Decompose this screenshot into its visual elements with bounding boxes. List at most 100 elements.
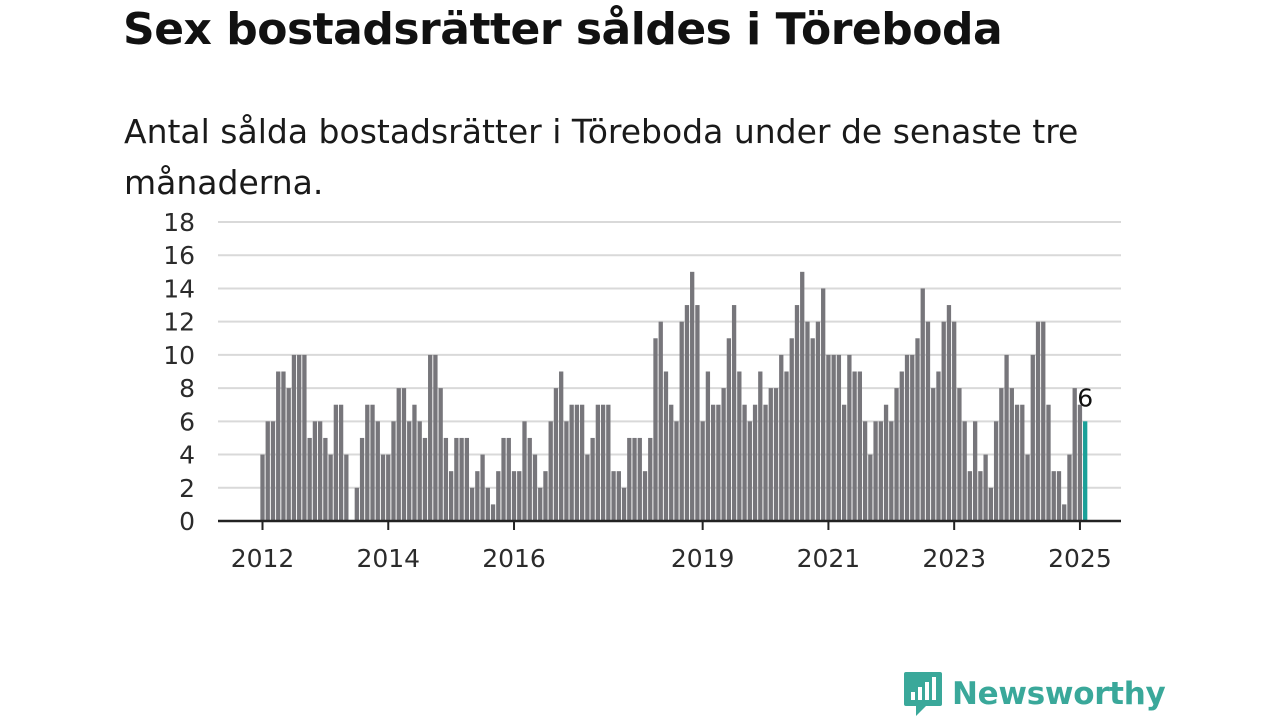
y-tick-label: 10 xyxy=(163,341,195,370)
bar xyxy=(391,421,396,521)
bar xyxy=(669,404,674,521)
bar xyxy=(438,388,443,521)
bar xyxy=(800,271,805,521)
y-tick-label: 4 xyxy=(179,441,195,470)
bar xyxy=(344,454,349,521)
bar xyxy=(684,305,690,521)
bar xyxy=(522,421,527,521)
chart-title: Sex bostadsrätter såldes i Töreboda xyxy=(123,4,1003,55)
bar xyxy=(490,504,496,521)
bar xyxy=(380,454,386,521)
bar xyxy=(894,388,899,521)
bar xyxy=(291,354,297,521)
bar xyxy=(632,437,637,521)
annotations: 6 xyxy=(1077,383,1093,412)
bar xyxy=(370,404,375,521)
bar xyxy=(359,437,365,521)
bar xyxy=(548,421,553,521)
y-tick-label: 12 xyxy=(163,308,195,337)
bar xyxy=(695,305,700,521)
bar xyxy=(354,487,359,521)
bar xyxy=(302,354,307,521)
bar xyxy=(260,454,265,521)
bar xyxy=(658,321,663,521)
newsworthy-logo-icon xyxy=(904,672,942,716)
bar xyxy=(559,371,564,521)
bar xyxy=(585,454,590,521)
bar xyxy=(564,421,569,521)
bar xyxy=(841,404,847,521)
bar xyxy=(469,487,475,521)
bar xyxy=(653,338,658,521)
bar xyxy=(511,471,517,521)
bar xyxy=(454,437,459,521)
bar xyxy=(323,437,328,521)
bar xyxy=(737,371,742,521)
bar-highlight xyxy=(1083,421,1088,521)
bar xyxy=(679,321,684,521)
bar xyxy=(899,371,904,521)
last-value-label: 6 xyxy=(1077,383,1093,412)
bar xyxy=(517,471,522,521)
bar xyxy=(690,271,695,521)
bar xyxy=(763,404,768,521)
bar xyxy=(1077,404,1083,521)
bar xyxy=(407,421,412,521)
bar xyxy=(412,404,417,521)
bar xyxy=(710,404,716,521)
bar xyxy=(590,437,595,521)
bar xyxy=(889,421,894,521)
x-axis xyxy=(218,519,1121,530)
bar xyxy=(852,371,857,521)
bar xyxy=(836,354,842,521)
bar xyxy=(506,437,511,521)
bar xyxy=(815,321,821,521)
bar xyxy=(957,388,962,521)
bar xyxy=(1020,404,1025,521)
bar xyxy=(1062,504,1067,521)
bar xyxy=(333,404,339,521)
bar xyxy=(281,371,286,521)
bar xyxy=(999,388,1004,521)
bar xyxy=(1030,354,1035,521)
bar xyxy=(307,437,312,521)
x-tick-label: 2021 xyxy=(797,544,861,573)
bar xyxy=(962,421,967,521)
bar xyxy=(328,454,333,521)
bar xyxy=(616,471,621,521)
bar xyxy=(276,371,281,521)
bar xyxy=(1041,321,1046,521)
bar xyxy=(627,437,632,521)
bar xyxy=(642,471,648,521)
bar xyxy=(532,454,538,521)
bar xyxy=(317,421,323,521)
bar xyxy=(480,454,485,521)
bar xyxy=(1072,388,1077,521)
x-axis-labels: 2012 2014 2016 2019 2021 2023 2025 xyxy=(231,544,1112,573)
bar xyxy=(967,471,973,521)
bar xyxy=(611,471,616,521)
bar xyxy=(847,354,852,521)
x-tick-label: 2016 xyxy=(482,544,546,573)
bar xyxy=(978,471,983,521)
bar xyxy=(579,404,585,521)
bar xyxy=(443,437,449,521)
bar xyxy=(752,404,758,521)
bar xyxy=(674,421,679,521)
bar xyxy=(857,371,863,521)
bar xyxy=(1051,471,1056,521)
bar xyxy=(417,421,422,521)
bar xyxy=(705,371,711,521)
bar xyxy=(422,437,428,521)
bar xyxy=(501,437,506,521)
bar xyxy=(925,321,931,521)
bar xyxy=(742,404,747,521)
bar xyxy=(1004,354,1009,521)
bar xyxy=(286,388,291,521)
bar xyxy=(936,371,941,521)
x-tick-label: 2019 xyxy=(671,544,735,573)
bar xyxy=(464,437,470,521)
bar xyxy=(826,354,831,521)
bar xyxy=(265,421,270,521)
bar xyxy=(621,487,627,521)
